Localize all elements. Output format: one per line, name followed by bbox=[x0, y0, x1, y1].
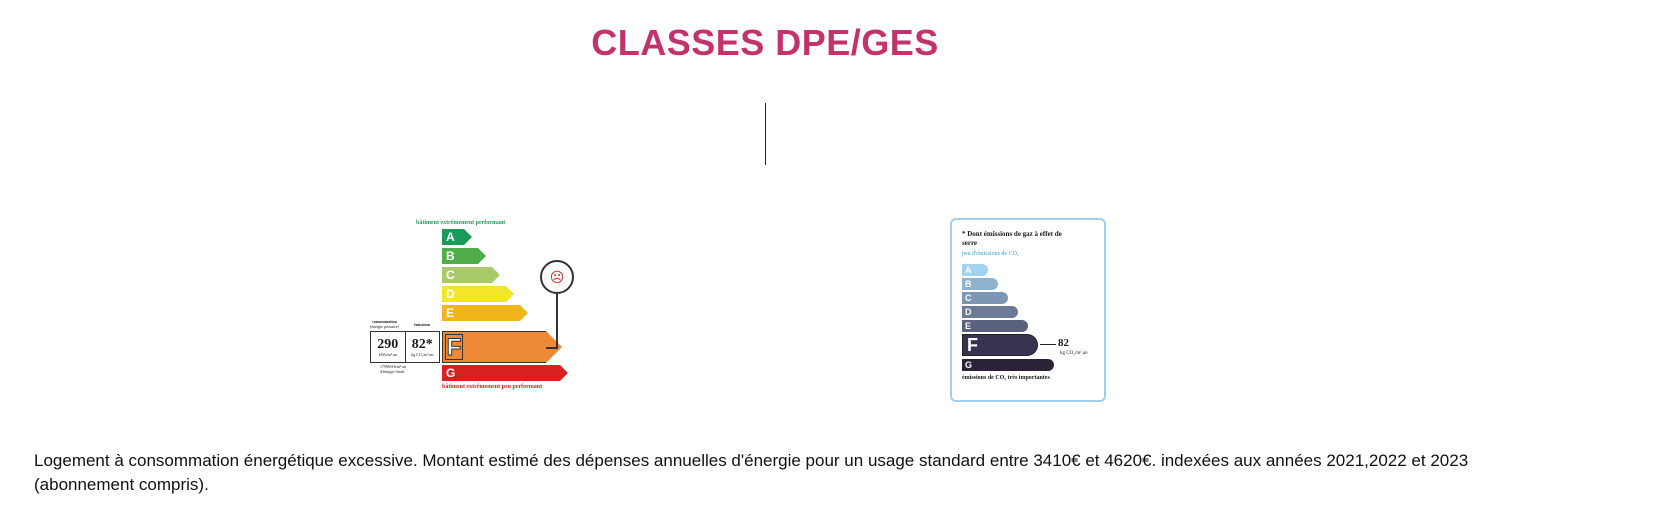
dpe-bar-c: C bbox=[442, 267, 500, 283]
dpe-consumption-value: 290 bbox=[377, 336, 399, 352]
ges-bar-label: E bbox=[965, 321, 972, 331]
ges-bar-e: E bbox=[962, 320, 1028, 332]
ges-value-pointer bbox=[1040, 344, 1056, 345]
ges-bar-f-selected: F bbox=[962, 334, 1038, 356]
dpe-bar-d: D bbox=[442, 286, 514, 302]
ges-footer: émissions de CO₂ très importantes bbox=[962, 375, 1050, 381]
dpe-bar-g: G bbox=[442, 365, 568, 381]
connector-line bbox=[546, 347, 558, 349]
dpe-bar-label: G bbox=[446, 366, 456, 380]
vertical-divider bbox=[765, 103, 766, 165]
dpe-consumption-caption: consommation bbox=[372, 319, 397, 324]
dpe-consumption-unit: kWh/m².an bbox=[378, 351, 397, 357]
ges-bar-label: A bbox=[965, 265, 972, 275]
page-title: CLASSES DPE/GES bbox=[591, 22, 939, 63]
dpe-emissions-marker: * bbox=[425, 336, 433, 352]
dpe-bottom-caption: bâtiment extrêmement peu performant bbox=[442, 384, 543, 390]
ges-header: * Dont émissions de gaz à effet de serre bbox=[962, 230, 1062, 247]
ges-bar-label: D bbox=[965, 307, 972, 317]
ges-emissions-label: * Dont émissions de gaz à effet de serre… bbox=[950, 218, 1106, 402]
dpe-bar-e: E bbox=[442, 305, 528, 321]
dpe-note-line1: 1799kWh/m².an bbox=[380, 364, 406, 369]
ges-bar-a: A bbox=[962, 264, 988, 276]
dpe-bar-f-selected: F bbox=[442, 331, 562, 363]
ges-bar-d: D bbox=[962, 306, 1018, 318]
dpe-emissions-caption: émissions bbox=[414, 322, 431, 327]
dpe-bar-label: D bbox=[446, 287, 455, 301]
dpe-bar-label: E bbox=[446, 306, 455, 320]
ges-bar-label: B bbox=[965, 279, 972, 289]
dpe-bar-a: A bbox=[442, 229, 472, 245]
dpe-emissions-unit: kg CO₂/m².an bbox=[411, 351, 434, 357]
dpe-bar-b: B bbox=[442, 248, 486, 264]
ges-subcaption: peu d'émissions de CO₂ bbox=[962, 251, 1020, 257]
ges-bar-label: G bbox=[965, 360, 973, 370]
connector-line bbox=[556, 294, 558, 349]
dpe-value-box: 290 kWh/m².an 82* kg CO₂/m².an bbox=[370, 331, 440, 363]
dpe-bar-label: A bbox=[446, 230, 455, 244]
dpe-note-line2: d'énergie finale bbox=[380, 369, 405, 374]
dpe-bar-label: B bbox=[446, 249, 455, 263]
ges-bar-c: C bbox=[962, 292, 1008, 304]
energy-description: Logement à consommation énergétique exce… bbox=[34, 451, 1469, 494]
dpe-energy-label: bâtiment extrêmement performant A B C D … bbox=[360, 220, 600, 400]
dpe-top-caption: bâtiment extrêmement performant bbox=[416, 220, 506, 226]
dpe-emissions-value: 82 bbox=[411, 336, 426, 352]
ges-value: 82 bbox=[1058, 337, 1069, 349]
dpe-selected-class: F bbox=[445, 334, 463, 361]
ges-bar-b: B bbox=[962, 278, 998, 290]
dpe-consumption-subcaption: (énergie primaire) bbox=[370, 324, 399, 329]
ges-bar-label: C bbox=[965, 293, 972, 303]
ges-bar-g: G bbox=[962, 359, 1054, 371]
dpe-bar-label: C bbox=[446, 268, 455, 282]
house-warning-icon: ☹ bbox=[540, 260, 574, 294]
ges-unit: kg CO₂/m².an bbox=[1060, 351, 1088, 356]
ges-selected-class: F bbox=[967, 335, 978, 355]
